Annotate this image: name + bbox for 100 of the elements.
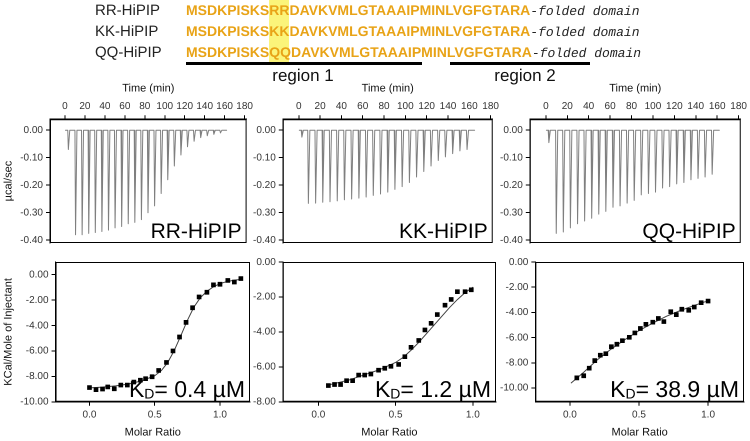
- y-tick-label: -2.00: [506, 282, 529, 293]
- x-tick-label: 60: [604, 100, 616, 112]
- text: KK-HiPIP: [95, 23, 158, 40]
- y-tick-label: -0.10: [500, 152, 524, 164]
- point: [638, 326, 643, 331]
- x-tick-label: 160: [460, 100, 478, 112]
- point: [156, 368, 161, 373]
- point: [100, 386, 105, 392]
- x-axis-title: Time (min): [122, 82, 174, 95]
- point: [656, 316, 661, 321]
- point: [350, 378, 355, 383]
- y-tick-label: 0.00: [503, 124, 524, 136]
- x-tick-label: 60: [119, 100, 131, 112]
- x-axis-title: Time (min): [362, 82, 414, 95]
- x-axis-title: Molar Ratio: [361, 426, 418, 438]
- x-tick-label: 0.5: [632, 410, 646, 421]
- point: [706, 298, 710, 304]
- point: [225, 278, 230, 283]
- annotation: KD= 38.9 µM: [610, 376, 740, 402]
- text: -folded domain: [530, 4, 640, 19]
- y-axis-title: µcal/sec: [2, 160, 15, 202]
- point: [674, 312, 679, 317]
- y-tick-label: -8.00: [26, 371, 49, 382]
- point: [388, 364, 394, 369]
- y-tick-label: -0.30: [500, 207, 524, 218]
- point: [118, 382, 124, 388]
- x-tick-label: 120: [176, 100, 194, 112]
- annotation: RR-HiPIP: [150, 220, 242, 243]
- x-tick-label: 100: [644, 100, 662, 112]
- x-tick-label: 40: [583, 100, 595, 112]
- y-tick-label: -0.20: [252, 180, 276, 191]
- x-tick-label: 160: [708, 100, 726, 112]
- x-tick-label: 20: [314, 100, 326, 112]
- x-tick-label: 80: [139, 100, 151, 112]
- point: [644, 322, 648, 327]
- point: [416, 338, 422, 343]
- y-tick-label: -6.00: [26, 346, 49, 357]
- point: [362, 372, 368, 378]
- point: [326, 383, 331, 388]
- y-tick-label: -0.40: [252, 235, 276, 246]
- y-tick-label: -0.20: [500, 180, 524, 191]
- point: [396, 362, 401, 367]
- point: [609, 344, 614, 350]
- point: [376, 368, 381, 373]
- x-tick-label: 60: [357, 100, 369, 112]
- x-tick-label: 20: [562, 100, 574, 112]
- point: [218, 282, 222, 287]
- y-tick-label: -10.00: [20, 396, 49, 408]
- y-tick-label: -2.00: [26, 294, 49, 306]
- point: [428, 321, 434, 326]
- y-tick-label: 0.00: [24, 124, 44, 136]
- annotation: QQ-HiPIP: [642, 220, 736, 243]
- x-tick-label: 0.0: [562, 410, 578, 421]
- x-tick-label: 100: [156, 100, 174, 112]
- point: [698, 300, 704, 306]
- x-axis-title: Time (min): [609, 82, 662, 95]
- x-tick-label: 20: [79, 100, 91, 112]
- point: [598, 352, 603, 358]
- y-tick-label: -0.40: [20, 235, 44, 246]
- text: RR-HiPIP: [95, 2, 160, 19]
- x-tick-label: 0: [543, 100, 550, 112]
- y-tick-label: -4.00: [252, 326, 276, 338]
- y-tick-label: -0.10: [20, 152, 44, 164]
- point: [150, 374, 154, 380]
- point: [668, 309, 674, 314]
- y-axis-title: KCal/Mole of Injectant: [2, 278, 15, 386]
- point: [184, 320, 188, 325]
- point: [592, 358, 598, 363]
- y-tick-label: -0.20: [20, 180, 44, 191]
- point: [211, 282, 216, 288]
- point: [338, 382, 343, 387]
- y-tick-label: 0.00: [256, 256, 276, 268]
- x-tick-label: 140: [687, 100, 705, 112]
- point: [143, 376, 148, 382]
- point: [94, 387, 98, 392]
- x-tick-label: 1.0: [213, 410, 228, 421]
- x-tick-label: 40: [99, 100, 111, 112]
- point: [232, 280, 237, 284]
- point: [686, 308, 692, 313]
- x-tick-label: 1.0: [701, 410, 716, 421]
- point: [196, 294, 202, 300]
- annotation: KK-HiPIP: [399, 220, 488, 243]
- x-tick-label: 180: [482, 100, 500, 112]
- point: [468, 287, 474, 292]
- point: [662, 319, 666, 324]
- y-tick-label: -10.00: [500, 382, 529, 394]
- point: [581, 373, 586, 378]
- point: [87, 385, 92, 390]
- point: [332, 382, 337, 387]
- x-tick-label: 1.0: [466, 410, 480, 421]
- point: [626, 334, 632, 340]
- x-axis-title: Molar Ratio: [124, 426, 181, 438]
- point: [434, 312, 440, 317]
- point: [455, 289, 460, 294]
- y-tick-label: -0.40: [500, 235, 524, 246]
- x-tick-label: 180: [730, 100, 748, 112]
- y-tick-label: -0.30: [252, 207, 276, 218]
- x-tick-label: 0: [62, 100, 68, 112]
- annotation: KD= 1.2 µM: [374, 376, 492, 402]
- point: [204, 290, 210, 295]
